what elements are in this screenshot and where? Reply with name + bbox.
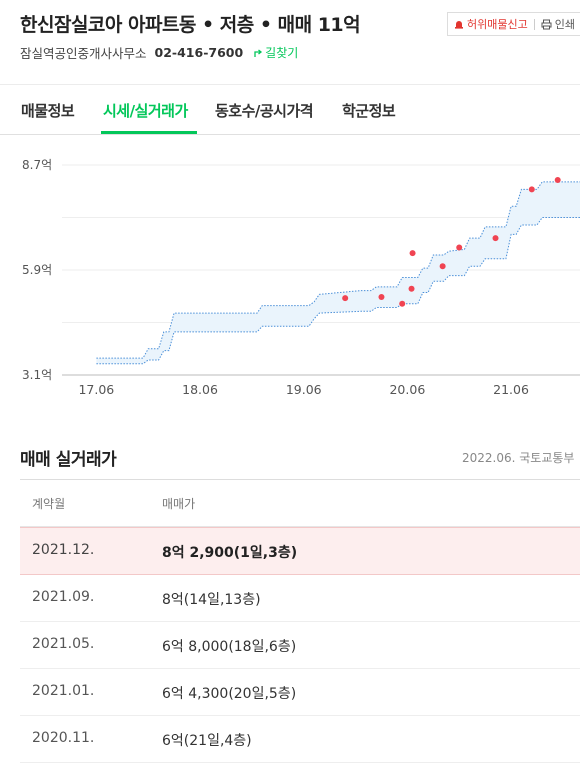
- row-price: 6억 8,000(18일,6층): [162, 639, 297, 655]
- print-button[interactable]: 인쇄: [541, 16, 575, 32]
- tab-unit-official-price[interactable]: 동호수/공시가격: [215, 102, 314, 120]
- tab-school-info[interactable]: 학군정보: [342, 102, 396, 120]
- row-price: 6억 4,300(20일,5층): [162, 686, 297, 702]
- row-date: 2021.12.: [32, 542, 95, 558]
- header-divider: [0, 84, 580, 85]
- transaction-point: [378, 294, 385, 300]
- tab-listing-info[interactable]: 매물정보: [21, 102, 75, 120]
- divider: [533, 18, 535, 30]
- agent-phone: 02-416-7600: [154, 45, 244, 60]
- transaction-point: [342, 295, 349, 302]
- x-tick-label: 18.06: [182, 382, 218, 397]
- y-tick-label: 8.7억: [22, 158, 52, 172]
- transaction-point: [408, 285, 415, 292]
- transaction-point: [409, 250, 416, 257]
- print-label: 인쇄: [554, 18, 575, 31]
- listing-header: 한신잠실코아 아파트동 • 저층 • 매매 11억 허위매물신고 인쇄 잠실역공…: [0, 0, 580, 84]
- siren-icon: [455, 21, 463, 29]
- transaction-point: [456, 244, 463, 251]
- row-price: 8억(14일,13층): [162, 592, 261, 608]
- transaction-point: [399, 300, 406, 307]
- x-tick-label: 17.06: [78, 382, 114, 397]
- agent-name: 잠실역공인중개사사무소: [20, 46, 147, 61]
- row-date: 2021.01.: [32, 683, 95, 699]
- header-actions: 허위매물신고 인쇄: [447, 12, 580, 36]
- table-row[interactable]: 2021.09. 8억(14일,13층): [20, 575, 580, 622]
- report-label: 허위매물신고: [467, 18, 528, 31]
- price-chart: 8.7억 5.9억 3.1억 17.06 18.06 19.06 20.06 21.06: [0, 135, 580, 435]
- row-date: 2020.11.: [32, 730, 95, 746]
- price-range-upper-line: [96, 181, 580, 359]
- table-row[interactable]: 2020.11. 6억(21일,4층): [20, 716, 580, 763]
- active-tab-indicator: [101, 131, 197, 134]
- transactions-source: 2022.06. 국토교통부: [462, 451, 575, 465]
- price-range-lower-line: [96, 217, 580, 365]
- transaction-point: [439, 263, 446, 270]
- price-range-band: [96, 181, 580, 364]
- transactions-title: 매매 실거래가: [20, 450, 117, 470]
- agent-info: 잠실역공인중개사사무소 02-416-7600 길찾기: [20, 43, 298, 62]
- table-header: 계약월 매매가: [20, 479, 580, 527]
- y-tick-label: 5.9억: [22, 263, 52, 277]
- row-date: 2021.09.: [32, 589, 95, 605]
- transactions-table: 계약월 매매가 2021.12. 8억 2,900(1일,3층) 2021.09…: [20, 479, 580, 763]
- col-sale-price: 매매가: [162, 497, 196, 511]
- print-icon: [541, 19, 552, 29]
- col-contract-month: 계약월: [32, 497, 66, 511]
- turn-arrow-icon: [254, 48, 263, 57]
- detail-tabs: 매물정보 시세/실거래가 동호수/공시가격 학군정보: [0, 85, 580, 135]
- y-tick-label: 3.1억: [22, 368, 52, 382]
- table-row[interactable]: 2021.01. 6억 4,300(20일,5층): [20, 669, 580, 716]
- transaction-point: [492, 235, 499, 242]
- listing-title: 한신잠실코아 아파트동 • 저층 • 매매 11억: [20, 14, 361, 36]
- directions-link[interactable]: 길찾기: [253, 44, 298, 61]
- table-row[interactable]: 2021.05. 6억 8,000(18일,6층): [20, 622, 580, 669]
- x-tick-label: 20.06: [389, 382, 425, 397]
- directions-label: 길찾기: [265, 46, 299, 60]
- report-false-listing-button[interactable]: 허위매물신고: [454, 16, 528, 32]
- row-date: 2021.05.: [32, 636, 95, 652]
- transaction-point: [528, 186, 535, 193]
- table-row[interactable]: 2021.12. 8억 2,900(1일,3층): [20, 527, 580, 575]
- row-price: 8억 2,900(1일,3층): [162, 545, 298, 561]
- transaction-point: [554, 177, 561, 183]
- tab-market-price[interactable]: 시세/실거래가: [103, 102, 188, 120]
- x-tick-label: 19.06: [286, 382, 322, 397]
- price-chart-svg: 8.7억 5.9억 3.1억 17.06 18.06 19.06 20.06 21.06: [22, 158, 580, 397]
- row-price: 6억(21일,4층): [162, 733, 252, 749]
- x-tick-label: 21.06: [493, 382, 529, 397]
